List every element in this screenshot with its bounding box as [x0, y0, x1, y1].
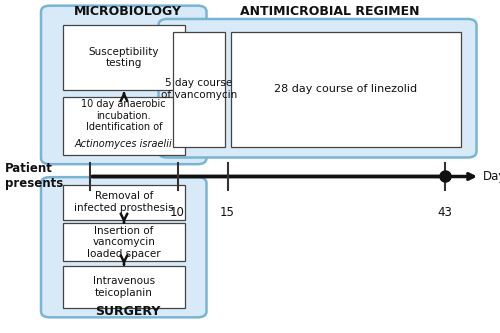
FancyBboxPatch shape	[62, 185, 185, 220]
FancyBboxPatch shape	[41, 177, 206, 317]
FancyBboxPatch shape	[62, 223, 185, 261]
Text: Actinomyces israelii: Actinomyces israelii	[75, 139, 172, 149]
Text: Susceptibility
testing: Susceptibility testing	[88, 47, 159, 68]
FancyBboxPatch shape	[62, 25, 185, 90]
Text: Days: Days	[482, 170, 500, 183]
Text: Intravenous
teicoplanin: Intravenous teicoplanin	[92, 276, 155, 298]
FancyBboxPatch shape	[158, 19, 476, 158]
FancyBboxPatch shape	[41, 6, 206, 164]
FancyBboxPatch shape	[62, 97, 185, 155]
Text: Removal of
infected prosthesis: Removal of infected prosthesis	[74, 191, 174, 213]
Text: MICROBIOLOGY: MICROBIOLOGY	[74, 5, 182, 18]
Text: 28 day course of linezolid: 28 day course of linezolid	[274, 84, 418, 94]
Text: 5 day course
of vancomycin: 5 day course of vancomycin	[160, 78, 237, 100]
FancyBboxPatch shape	[172, 32, 225, 147]
FancyBboxPatch shape	[231, 32, 461, 147]
Text: ANTIMICROBIAL REGIMEN: ANTIMICROBIAL REGIMEN	[240, 5, 420, 18]
Text: 10: 10	[170, 206, 185, 219]
Text: SURGERY: SURGERY	[95, 305, 160, 318]
FancyBboxPatch shape	[62, 266, 185, 308]
Text: 10 day anaerobic
incubation.
Identification of: 10 day anaerobic incubation. Identificat…	[82, 99, 166, 132]
Text: 43: 43	[438, 206, 452, 219]
Text: 15: 15	[220, 206, 235, 219]
Text: Insertion of
vancomycin
loaded spacer: Insertion of vancomycin loaded spacer	[87, 226, 160, 259]
Text: Patient
presents: Patient presents	[5, 163, 63, 190]
